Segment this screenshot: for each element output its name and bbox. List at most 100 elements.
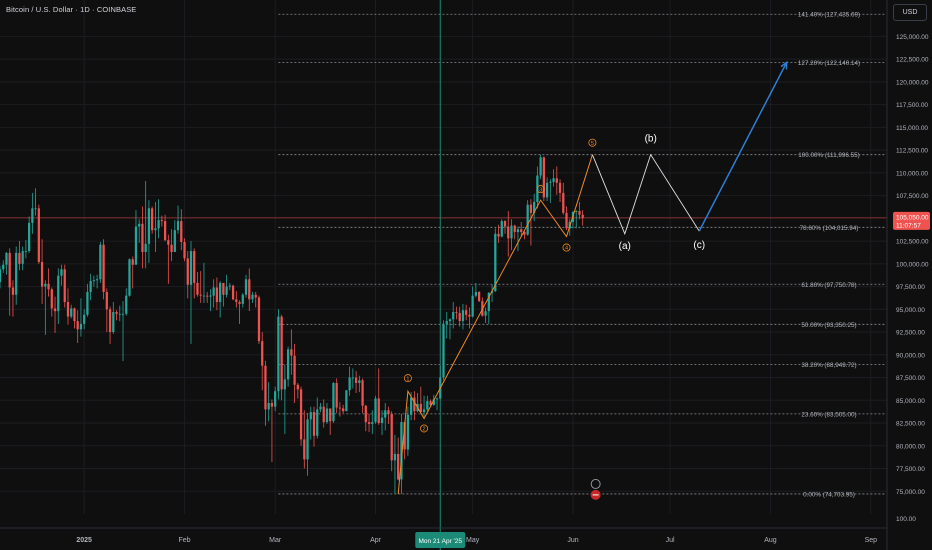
candle-body bbox=[325, 408, 329, 423]
price-tick-label: 122,500.00 bbox=[896, 57, 929, 64]
price-tick-label: 100,000.00 bbox=[896, 261, 929, 268]
crosshair-date-badge bbox=[415, 532, 466, 548]
price-axis bbox=[887, 0, 932, 550]
candle-body bbox=[562, 192, 565, 213]
candle-body bbox=[426, 401, 429, 410]
candle-body bbox=[523, 231, 526, 235]
candle-body bbox=[251, 294, 254, 300]
time-tick-label: 2025 bbox=[76, 537, 92, 544]
candle-body bbox=[555, 178, 558, 183]
candle-body bbox=[8, 252, 11, 288]
crosshair-date-label: Mon 21 Apr '25 bbox=[418, 538, 462, 545]
candle-body bbox=[520, 229, 523, 232]
candle-body bbox=[393, 453, 397, 461]
price-tick-label: 92,500.00 bbox=[896, 330, 925, 337]
candle-body bbox=[390, 413, 393, 461]
candle-body bbox=[70, 308, 73, 317]
candle-body bbox=[361, 380, 364, 406]
candle-body bbox=[92, 280, 96, 282]
price-tick-label: 115,000.00 bbox=[896, 125, 928, 132]
candle-body bbox=[215, 287, 219, 303]
price-tick-label: 77,500.00 bbox=[896, 466, 925, 473]
candle-body bbox=[199, 294, 202, 296]
symbol-title: Bitcoin / U.S. Dollar · 1D · COINBASE bbox=[6, 5, 137, 14]
projection-arrow-line bbox=[698, 62, 788, 232]
candle-body bbox=[452, 312, 455, 320]
candle-body bbox=[160, 220, 163, 222]
price-tick-label: 80,000.00 bbox=[896, 443, 925, 450]
currency-button[interactable]: USD bbox=[893, 4, 927, 21]
candle-body bbox=[435, 398, 439, 400]
candle-body bbox=[487, 292, 490, 312]
candle-body bbox=[397, 453, 400, 480]
candle-body bbox=[170, 244, 173, 252]
candle-body bbox=[494, 233, 497, 292]
wave-label-5: 5 bbox=[591, 141, 594, 147]
candle-body bbox=[108, 309, 112, 333]
candle-body bbox=[549, 181, 552, 183]
candle-body bbox=[141, 223, 144, 252]
candle-body bbox=[202, 295, 206, 297]
time-tick-label: Jun bbox=[567, 537, 578, 544]
candle-body bbox=[322, 406, 325, 423]
candle-body bbox=[238, 302, 241, 304]
candle-body bbox=[128, 259, 131, 296]
candle-body bbox=[21, 251, 24, 264]
candle-body bbox=[403, 422, 406, 450]
fib-level-label: 141.40% (127,435.69) bbox=[798, 12, 860, 19]
candle-body bbox=[73, 308, 76, 322]
candle-body bbox=[37, 208, 40, 263]
wave-label-circle bbox=[536, 185, 545, 194]
candle-body bbox=[254, 294, 257, 298]
candle-body bbox=[413, 397, 416, 412]
candle-body bbox=[526, 204, 529, 235]
price-tick-label-bottom: 100.00 bbox=[896, 516, 916, 523]
candle-body bbox=[565, 212, 568, 229]
candle-body bbox=[303, 439, 306, 460]
price-tick-label: 125,000.00 bbox=[896, 34, 929, 41]
fib-level-label: 0.00% (74,703.95) bbox=[803, 491, 855, 498]
projection-arrowhead bbox=[780, 60, 788, 70]
candle-body bbox=[471, 295, 474, 317]
candle-body bbox=[248, 279, 251, 300]
candle-body bbox=[468, 314, 471, 317]
candle-body bbox=[312, 412, 316, 436]
wave-label-2: 2 bbox=[423, 427, 426, 433]
fib-level-label: 61.80% (97,750.78) bbox=[801, 282, 856, 289]
candle-body bbox=[105, 292, 108, 310]
candle-body bbox=[552, 178, 555, 182]
candle-body bbox=[539, 157, 542, 176]
candle-body bbox=[163, 221, 167, 241]
candle-body bbox=[154, 228, 157, 231]
wave-label-4: 4 bbox=[565, 246, 568, 252]
time-tick-label: Apr bbox=[370, 537, 382, 544]
current-price-badge bbox=[893, 211, 930, 230]
candle-body bbox=[364, 405, 367, 423]
candle-body bbox=[86, 292, 89, 315]
wave-label-circle bbox=[420, 424, 429, 433]
fib-level-label: 78.60% (104,015.94) bbox=[800, 225, 859, 232]
candle-body bbox=[76, 321, 79, 330]
price-tick-label: 110,000.00 bbox=[896, 170, 928, 177]
time-tick-label: Aug bbox=[764, 537, 777, 544]
time-tick-label: Jul bbox=[666, 537, 675, 544]
candle-body bbox=[332, 382, 335, 422]
candle-body bbox=[296, 384, 299, 390]
candle-body bbox=[513, 225, 516, 232]
candle-body bbox=[228, 285, 231, 287]
candle-body bbox=[0, 269, 2, 283]
fib-level-label: 38.20% (88,949.72) bbox=[801, 362, 856, 369]
candle-body bbox=[11, 287, 15, 295]
time-tick-label: May bbox=[466, 537, 480, 544]
price-tick-label: 87,500.00 bbox=[896, 375, 925, 382]
candle-body bbox=[335, 382, 338, 408]
candle-body bbox=[484, 311, 487, 316]
candle-body bbox=[345, 390, 348, 412]
candle-body bbox=[374, 398, 377, 423]
candle-body bbox=[380, 417, 384, 424]
fib-level-label: 127.20% (122,140.14) bbox=[798, 60, 860, 67]
wave-label-b: (b) bbox=[645, 134, 657, 145]
